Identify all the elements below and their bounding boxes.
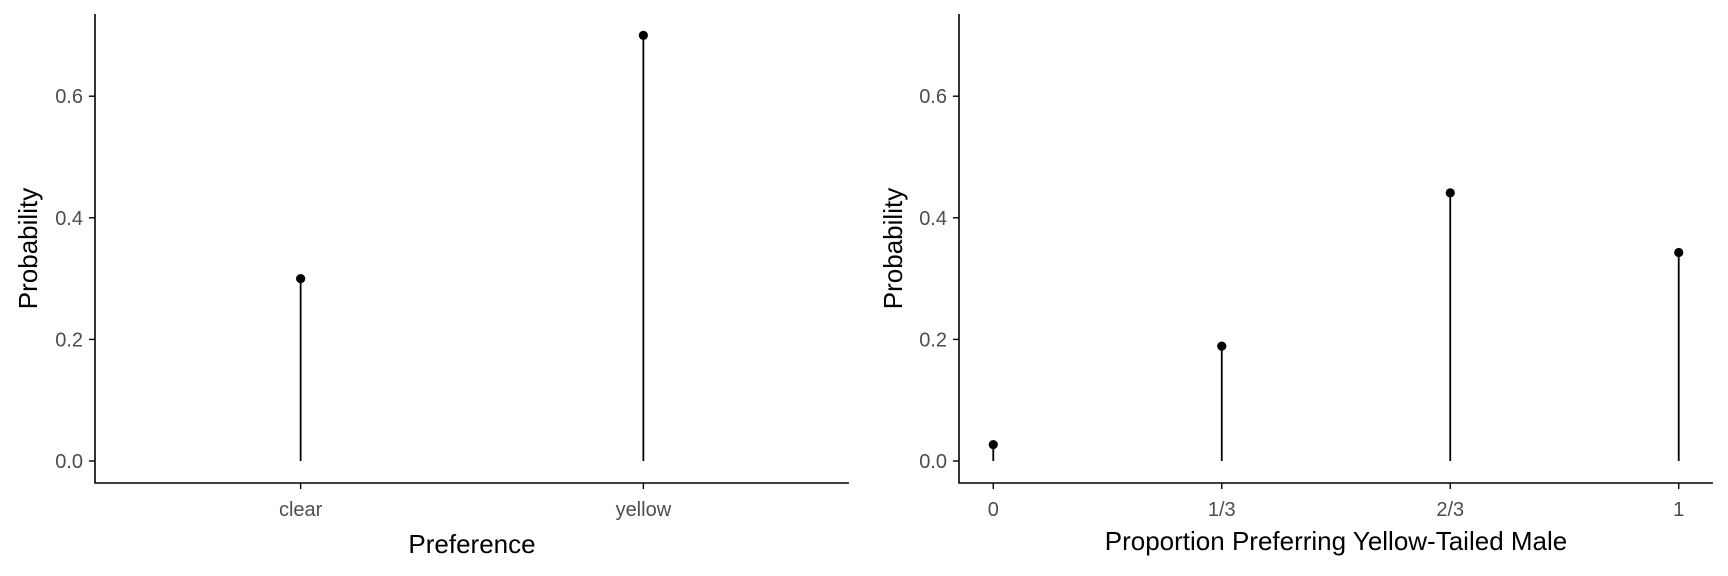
y-axis-title: Probability: [878, 188, 908, 309]
y-tick-label: 0.6: [55, 86, 83, 108]
y-tick-label: 0.2: [55, 329, 83, 351]
data-point: [988, 439, 998, 450]
data-point: [1445, 188, 1455, 198]
x-tick-label: 0: [988, 499, 999, 521]
y-tick-label: 0.0: [919, 451, 947, 473]
y-tick-label: 0.2: [919, 329, 947, 351]
data-point: [296, 274, 306, 284]
x-tick-label: clear: [279, 499, 323, 521]
y-tick-label: 0.4: [919, 208, 947, 230]
x-tick-label: 1: [1673, 499, 1684, 521]
y-axis-title: Probability: [13, 188, 43, 309]
x-tick-label: yellow: [616, 499, 672, 521]
y-tick-label: 0.4: [55, 208, 83, 230]
y-tick-label: 0.6: [919, 86, 947, 108]
x-axis-title: Proportion Preferring Yellow-Tailed Male: [1105, 526, 1567, 556]
data-point: [1674, 247, 1684, 258]
left-panel: 0.0 0.2 0.4 0.6 clear yellow Preference Probabi…: [13, 14, 849, 559]
y-tick-label: 0.0: [55, 451, 83, 473]
x-tick-label: 2/3: [1436, 499, 1464, 521]
data-point: [1217, 341, 1227, 351]
x-tick-label: 1/3: [1208, 499, 1236, 521]
right-panel: 0.0 0.2 0.4 0.6 0 1/3 2/3 1 Proportion Preferrin…: [878, 14, 1713, 556]
x-axis-title: Preference: [408, 529, 535, 559]
data-point: [638, 30, 648, 40]
